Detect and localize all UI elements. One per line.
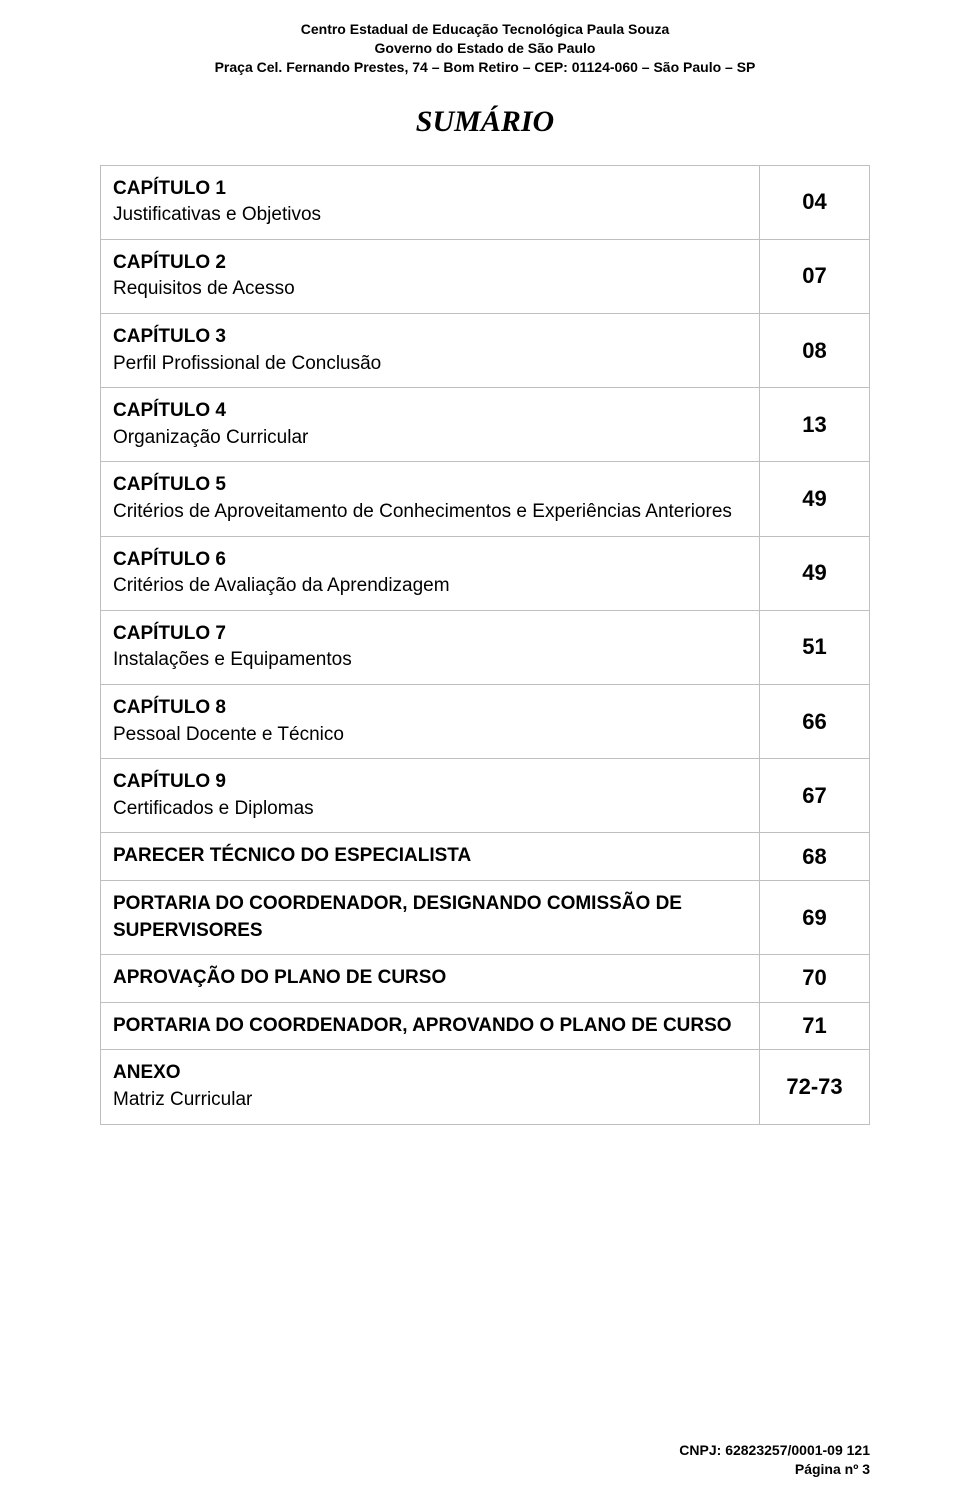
toc-row-title: ANEXO	[113, 1060, 747, 1087]
toc-cell-page: 71	[760, 1002, 870, 1050]
toc-row-title: CAPÍTULO 9	[113, 769, 747, 796]
toc-row: PORTARIA DO COORDENADOR, APROVANDO O PLA…	[101, 1002, 870, 1050]
toc-row: PORTARIA DO COORDENADOR, DESIGNANDO COMI…	[101, 880, 870, 954]
footer-cnpj: CNPJ: 62823257/0001-09 121	[679, 1441, 870, 1461]
toc-table: CAPÍTULO 1 Justificativas e Objetivos 04…	[100, 165, 870, 1125]
toc-row: CAPÍTULO 4 Organização Curricular 13	[101, 388, 870, 462]
toc-cell-label: CAPÍTULO 8 Pessoal Docente e Técnico	[101, 684, 760, 758]
toc-row: CAPÍTULO 3 Perfil Profissional de Conclu…	[101, 314, 870, 388]
toc-row-sub: Matriz Curricular	[113, 1087, 747, 1114]
toc-cell-page: 04	[760, 165, 870, 239]
toc-cell-label: ANEXO Matriz Curricular	[101, 1050, 760, 1124]
toc-row-sub: Organização Curricular	[113, 425, 747, 452]
header-line-3: Praça Cel. Fernando Prestes, 74 – Bom Re…	[100, 58, 870, 77]
toc-cell-page: 49	[760, 462, 870, 536]
toc-cell-label: PORTARIA DO COORDENADOR, APROVANDO O PLA…	[101, 1002, 760, 1050]
toc-row-sub: Instalações e Equipamentos	[113, 647, 747, 674]
toc-row-sub: Pessoal Docente e Técnico	[113, 722, 747, 749]
toc-cell-page: 49	[760, 536, 870, 610]
page-footer: CNPJ: 62823257/0001-09 121 Página nº 3	[679, 1441, 870, 1480]
toc-cell-page: 68	[760, 833, 870, 881]
toc-row-title: APROVAÇÃO DO PLANO DE CURSO	[113, 965, 747, 992]
toc-cell-page: 72-73	[760, 1050, 870, 1124]
toc-row-sub: Perfil Profissional de Conclusão	[113, 351, 747, 378]
toc-row-title: CAPÍTULO 5	[113, 472, 747, 499]
sumario-title: SUMÁRIO	[100, 105, 870, 139]
toc-row: CAPÍTULO 2 Requisitos de Acesso 07	[101, 239, 870, 313]
toc-row-title: CAPÍTULO 8	[113, 695, 747, 722]
document-header: Centro Estadual de Educação Tecnológica …	[100, 20, 870, 77]
toc-row-title: CAPÍTULO 1	[113, 176, 747, 203]
toc-cell-label: PORTARIA DO COORDENADOR, DESIGNANDO COMI…	[101, 880, 760, 954]
toc-row: CAPÍTULO 9 Certificados e Diplomas 67	[101, 759, 870, 833]
toc-row: CAPÍTULO 8 Pessoal Docente e Técnico 66	[101, 684, 870, 758]
toc-cell-page: 70	[760, 955, 870, 1003]
footer-pagina: Página nº 3	[679, 1460, 870, 1480]
toc-row: CAPÍTULO 1 Justificativas e Objetivos 04	[101, 165, 870, 239]
toc-row-title: PORTARIA DO COORDENADOR, DESIGNANDO COMI…	[113, 891, 747, 944]
toc-cell-label: CAPÍTULO 4 Organização Curricular	[101, 388, 760, 462]
toc-row-sub: Critérios de Avaliação da Aprendizagem	[113, 573, 747, 600]
page: Centro Estadual de Educação Tecnológica …	[0, 0, 960, 1510]
toc-cell-label: CAPÍTULO 7 Instalações e Equipamentos	[101, 610, 760, 684]
toc-row: PARECER TÉCNICO DO ESPECIALISTA 68	[101, 833, 870, 881]
toc-row-sub: Requisitos de Acesso	[113, 276, 747, 303]
toc-row: CAPÍTULO 6 Critérios de Avaliação da Apr…	[101, 536, 870, 610]
header-line-2: Governo do Estado de São Paulo	[100, 39, 870, 58]
toc-row: APROVAÇÃO DO PLANO DE CURSO 70	[101, 955, 870, 1003]
toc-cell-page: 67	[760, 759, 870, 833]
toc-cell-page: 51	[760, 610, 870, 684]
toc-row: CAPÍTULO 5 Critérios de Aproveitamento d…	[101, 462, 870, 536]
toc-row-title: CAPÍTULO 2	[113, 250, 747, 277]
toc-cell-label: CAPÍTULO 3 Perfil Profissional de Conclu…	[101, 314, 760, 388]
toc-row-title: CAPÍTULO 6	[113, 547, 747, 574]
toc-row-sub: Critérios de Aproveitamento de Conhecime…	[113, 499, 747, 526]
toc-cell-label: APROVAÇÃO DO PLANO DE CURSO	[101, 955, 760, 1003]
toc-row: CAPÍTULO 7 Instalações e Equipamentos 51	[101, 610, 870, 684]
toc-row-title: CAPÍTULO 7	[113, 621, 747, 648]
toc-cell-page: 69	[760, 880, 870, 954]
toc-cell-label: CAPÍTULO 5 Critérios de Aproveitamento d…	[101, 462, 760, 536]
header-line-1: Centro Estadual de Educação Tecnológica …	[100, 20, 870, 39]
toc-cell-label: CAPÍTULO 1 Justificativas e Objetivos	[101, 165, 760, 239]
toc-row: ANEXO Matriz Curricular 72-73	[101, 1050, 870, 1124]
toc-cell-page: 08	[760, 314, 870, 388]
toc-row-title: CAPÍTULO 3	[113, 324, 747, 351]
toc-cell-label: CAPÍTULO 2 Requisitos de Acesso	[101, 239, 760, 313]
toc-row-sub: Justificativas e Objetivos	[113, 202, 747, 229]
toc-cell-label: PARECER TÉCNICO DO ESPECIALISTA	[101, 833, 760, 881]
toc-cell-label: CAPÍTULO 9 Certificados e Diplomas	[101, 759, 760, 833]
toc-row-title: PORTARIA DO COORDENADOR, APROVANDO O PLA…	[113, 1013, 747, 1040]
toc-row-title: PARECER TÉCNICO DO ESPECIALISTA	[113, 843, 747, 870]
toc-cell-label: CAPÍTULO 6 Critérios de Avaliação da Apr…	[101, 536, 760, 610]
toc-cell-page: 07	[760, 239, 870, 313]
toc-cell-page: 66	[760, 684, 870, 758]
toc-row-title: CAPÍTULO 4	[113, 398, 747, 425]
toc-row-sub: Certificados e Diplomas	[113, 796, 747, 823]
toc-cell-page: 13	[760, 388, 870, 462]
